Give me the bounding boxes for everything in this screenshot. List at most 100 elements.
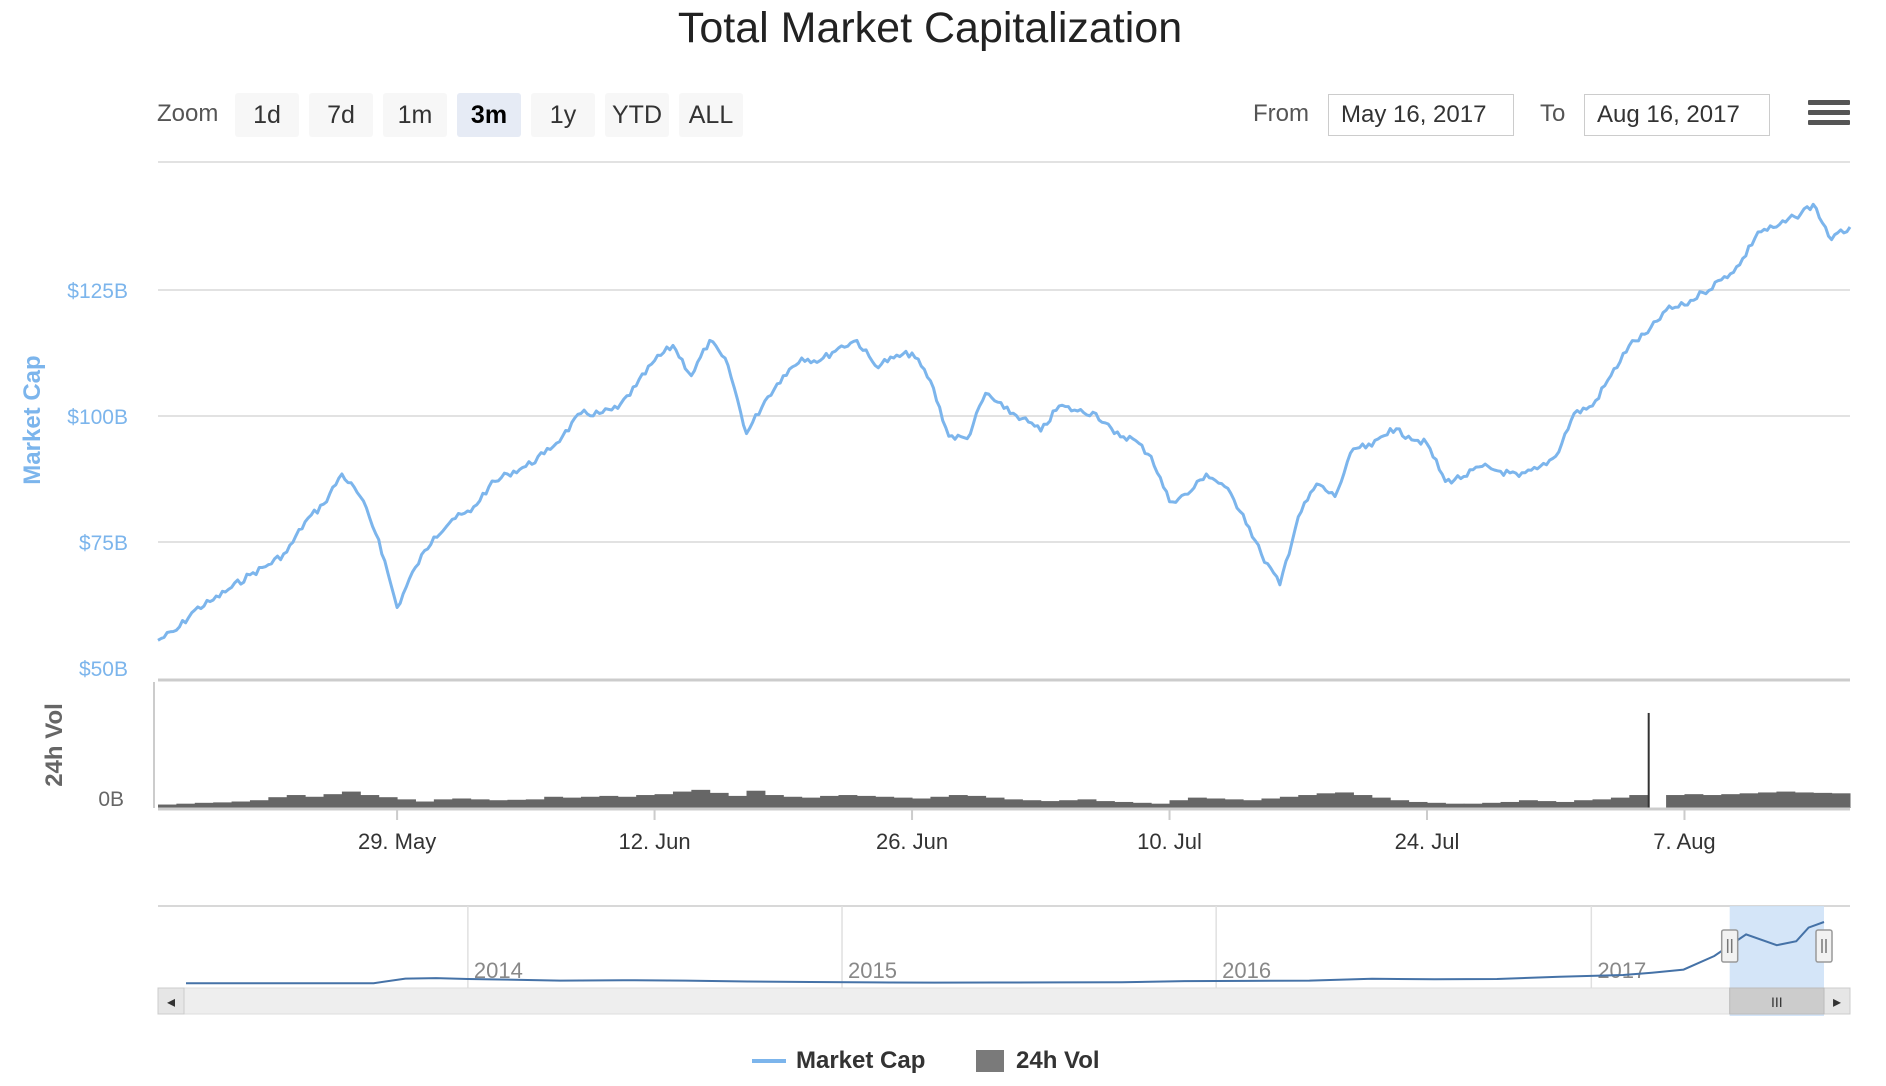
volume-bar <box>341 791 361 808</box>
x-tick-label: 12. Jun <box>618 829 690 854</box>
navigator-year-label: 2015 <box>848 958 897 983</box>
volume-bar <box>1684 794 1704 808</box>
volume-bar <box>1592 799 1612 808</box>
y-tick-label: $125B <box>67 280 128 303</box>
volume-bar <box>1408 801 1428 808</box>
volume-bar <box>1335 792 1354 808</box>
volume-bar <box>1353 795 1373 808</box>
legend-item-volume[interactable]: 24h Vol <box>976 1045 1100 1077</box>
volume-bar <box>581 796 600 808</box>
scrollbar-right-arrow[interactable]: ▸ <box>1823 987 1851 1015</box>
x-tick-label: 10. Jul <box>1137 829 1202 854</box>
volume-bar <box>1187 797 1207 808</box>
scrollbar-track[interactable] <box>157 987 1851 1015</box>
legend-item-market-cap[interactable]: Market Cap <box>752 1045 925 1077</box>
volume-bar <box>1758 792 1777 808</box>
range-from-label: From <box>1253 100 1309 127</box>
volume-bar <box>838 795 858 808</box>
volume-bar <box>1040 801 1060 808</box>
volume-bar <box>875 796 895 808</box>
navigator-series-line <box>186 921 1825 985</box>
volume-bar <box>525 799 545 808</box>
volume-bar <box>1151 803 1171 808</box>
scrollbar-left-arrow[interactable]: ◂ <box>157 987 185 1015</box>
volume-bar <box>158 804 177 808</box>
hamburger-menu-icon[interactable] <box>1808 100 1850 132</box>
volume-axis-title: 24h Vol <box>41 703 68 787</box>
x-tick-label: 7. Aug <box>1653 829 1715 854</box>
range-to-label: To <box>1540 100 1566 127</box>
svg-text:◂: ◂ <box>167 994 175 1011</box>
volume-bar <box>415 801 435 808</box>
volume-bar <box>1114 801 1134 808</box>
volume-bar <box>1243 800 1262 808</box>
scrollbar-thumb[interactable]: III <box>1729 987 1825 1015</box>
volume-bar <box>930 796 950 808</box>
volume-bar <box>728 795 748 808</box>
volume-bar <box>1298 795 1318 808</box>
volume-bar <box>1132 802 1152 808</box>
zoom-button-1m[interactable]: 1m <box>383 93 447 137</box>
volume-bar <box>1316 793 1336 808</box>
range-to-input[interactable] <box>1584 94 1770 136</box>
x-tick-label: 24. Jul <box>1395 829 1460 854</box>
volume-bar <box>1647 712 1650 808</box>
volume-bar <box>1610 797 1630 808</box>
volume-bar <box>1629 795 1649 808</box>
volume-bar <box>433 799 453 808</box>
volume-bar <box>1059 800 1079 808</box>
volume-bar <box>1482 802 1502 808</box>
navigator-right-handle[interactable] <box>1815 929 1833 963</box>
volume-bar <box>746 790 766 808</box>
volume-bar <box>1794 792 1814 808</box>
volume-bar <box>323 794 343 808</box>
zoom-button-1y[interactable]: 1y <box>531 93 595 137</box>
volume-bar <box>1390 800 1410 808</box>
volume-bar <box>1224 799 1244 808</box>
volume-bar <box>856 795 876 808</box>
volume-bar <box>1739 793 1759 808</box>
navigator-year-label: 2016 <box>1222 958 1271 983</box>
volume-bar <box>489 800 508 808</box>
volume-bar <box>599 795 619 808</box>
volume-bar <box>286 795 306 808</box>
svg-text:▸: ▸ <box>1833 994 1841 1011</box>
zoom-button-7d[interactable]: 7d <box>309 93 373 137</box>
volume-bar <box>176 803 196 808</box>
volume-bar <box>985 797 1005 808</box>
legend-label-volume: 24h Vol <box>1016 1047 1100 1074</box>
zoom-button-ytd[interactable]: YTD <box>605 93 669 137</box>
bar-swatch-icon <box>976 1050 1004 1072</box>
volume-bar <box>1445 803 1465 808</box>
y-tick-label: $50B <box>79 658 128 681</box>
zoom-button-all[interactable]: ALL <box>679 93 743 137</box>
volume-bar <box>709 792 729 808</box>
volume-bar <box>1427 802 1446 808</box>
volume-bar <box>764 795 784 808</box>
volume-bar <box>470 799 490 808</box>
volume-bar <box>636 795 656 808</box>
volume-bar <box>1776 791 1796 808</box>
volume-bar <box>1371 797 1391 808</box>
y-axis-title: Market Cap <box>19 355 46 484</box>
volume-bar <box>1518 800 1538 808</box>
line-swatch-icon <box>752 1059 786 1063</box>
y-tick-label: $100B <box>67 406 128 429</box>
volume-bar <box>1004 799 1023 808</box>
zoom-button-3m[interactable]: 3m <box>457 93 521 137</box>
volume-bar <box>1537 801 1557 808</box>
volume-bar <box>1169 800 1189 808</box>
volume-bar <box>820 795 839 808</box>
zoom-button-1d[interactable]: 1d <box>235 93 299 137</box>
x-tick-label: 29. May <box>358 829 436 854</box>
range-from-input[interactable] <box>1328 94 1514 136</box>
navigator-left-handle[interactable] <box>1720 929 1739 963</box>
y-tick-label: $75B <box>79 532 128 555</box>
zoom-label: Zoom <box>157 100 219 127</box>
volume-bar <box>1463 803 1483 808</box>
volume-bar <box>1022 800 1042 808</box>
volume-bar <box>378 797 398 808</box>
volume-bar <box>1261 798 1281 808</box>
